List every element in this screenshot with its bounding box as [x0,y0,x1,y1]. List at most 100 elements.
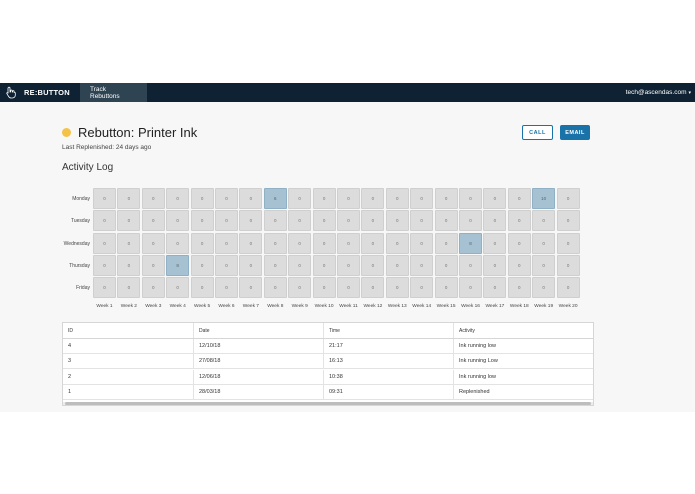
heatmap-cell[interactable]: 0 [556,188,580,209]
heatmap-cell[interactable]: 0 [263,254,287,276]
scrollbar-thumb[interactable] [65,402,591,405]
heatmap-cell[interactable]: 0 [263,277,287,299]
heatmap-cell[interactable]: 0 [288,188,312,209]
heatmap-cell[interactable]: 0 [556,277,580,299]
heatmap-cell[interactable]: 0 [434,254,458,276]
heatmap-cell[interactable]: 0 [410,254,434,276]
heatmap-cell[interactable]: 0 [93,254,116,276]
heatmap-cell[interactable]: 0 [190,188,214,209]
heatmap-cell[interactable]: 0 [117,210,141,232]
heatmap-cell[interactable]: 0 [337,254,360,276]
heatmap-cell[interactable]: 0 [337,188,360,209]
heatmap-cell[interactable]: 0 [483,254,507,276]
heatmap-cell[interactable]: 0 [434,232,458,254]
heatmap-cell[interactable]: 0 [459,254,482,276]
heatmap-cell[interactable]: 0 [385,188,409,209]
table-row[interactable]: 4 12/10/18 21:17 Ink running low [63,339,593,354]
heatmap-cell[interactable]: 0 [312,210,336,232]
call-button[interactable]: CALL [522,125,553,140]
heatmap-cell[interactable]: 0 [507,254,531,276]
heatmap-cell[interactable]: 0 [141,232,165,254]
heatmap-cell[interactable]: 0 [288,254,312,276]
heatmap-cell[interactable]: 0 [434,188,458,209]
heatmap-cell[interactable]: 0 [215,277,238,299]
heatmap-cell[interactable]: 0 [361,277,385,299]
heatmap-cell[interactable]: 0 [337,277,360,299]
heatmap-cell[interactable]: 0 [532,254,556,276]
heatmap-cell[interactable]: 0 [507,277,531,299]
heatmap-cell[interactable]: 0 [410,210,434,232]
heatmap-cell[interactable]: 0 [117,188,141,209]
heatmap-cell[interactable]: 0 [93,210,116,232]
heatmap-cell[interactable]: 0 [483,277,507,299]
table-row[interactable]: 3 27/08/18 16:13 Ink running Low [63,354,593,370]
heatmap-cell[interactable]: 0 [434,210,458,232]
heatmap-cell[interactable]: 0 [385,210,409,232]
heatmap-cell[interactable]: 10 [532,188,556,209]
heatmap-cell[interactable]: 0 [190,277,214,299]
horizontal-scrollbar[interactable] [63,402,593,405]
heatmap-cell[interactable]: 0 [288,232,312,254]
heatmap-cell[interactable]: 0 [361,254,385,276]
heatmap-cell[interactable]: 0 [312,277,336,299]
heatmap-cell[interactable]: 0 [483,188,507,209]
column-header-time[interactable]: Time [323,323,453,338]
heatmap-cell[interactable]: 0 [507,210,531,232]
heatmap-cell[interactable]: 0 [166,232,190,254]
heatmap-cell[interactable]: 0 [117,232,141,254]
heatmap-cell[interactable]: 0 [410,188,434,209]
column-header-activity[interactable]: Activity [453,323,593,338]
heatmap-cell[interactable]: 8 [166,254,190,276]
heatmap-cell[interactable]: 0 [361,188,385,209]
heatmap-cell[interactable]: 0 [312,188,336,209]
heatmap-cell[interactable]: 0 [532,277,556,299]
heatmap-cell[interactable]: 0 [410,232,434,254]
heatmap-cell[interactable]: 0 [459,277,482,299]
heatmap-cell[interactable]: 0 [410,277,434,299]
heatmap-cell[interactable]: 0 [215,254,238,276]
column-header-id[interactable]: ID [68,327,73,334]
heatmap-cell[interactable]: 6 [263,188,287,209]
heatmap-cell[interactable]: 0 [507,188,531,209]
heatmap-cell[interactable]: 0 [166,210,190,232]
heatmap-cell[interactable]: 0 [263,232,287,254]
heatmap-cell[interactable]: 0 [141,188,165,209]
heatmap-cell[interactable]: 0 [337,210,360,232]
heatmap-cell[interactable]: 0 [361,232,385,254]
heatmap-cell[interactable]: 0 [288,210,312,232]
heatmap-cell[interactable]: 0 [93,188,116,209]
heatmap-cell[interactable]: 0 [166,188,190,209]
heatmap-cell[interactable]: 0 [556,232,580,254]
heatmap-cell[interactable]: 0 [434,277,458,299]
heatmap-cell[interactable]: 0 [361,210,385,232]
heatmap-cell[interactable]: 0 [483,232,507,254]
table-row[interactable]: 2 12/06/18 10:38 Ink running low [63,369,593,385]
user-menu[interactable]: tech@ascendas.com ▾ [626,83,691,102]
heatmap-cell[interactable]: 0 [93,277,116,299]
column-header-date[interactable]: Date [193,323,323,338]
heatmap-cell[interactable]: 0 [93,232,116,254]
heatmap-cell[interactable]: 0 [190,254,214,276]
brand[interactable]: RE:BUTTON [0,83,80,102]
heatmap-cell[interactable]: 0 [190,232,214,254]
heatmap-cell[interactable]: 0 [166,277,190,299]
heatmap-cell[interactable]: 0 [117,254,141,276]
heatmap-cell[interactable]: 0 [312,254,336,276]
heatmap-cell[interactable]: 0 [532,210,556,232]
heatmap-cell[interactable]: 0 [312,232,336,254]
table-row[interactable]: 1 28/03/18 09:31 Replenished [63,384,593,400]
heatmap-cell[interactable]: 0 [532,232,556,254]
heatmap-cell[interactable]: 0 [385,232,409,254]
heatmap-cell[interactable]: 0 [215,188,238,209]
heatmap-cell[interactable]: 0 [190,210,214,232]
heatmap-cell[interactable]: 8 [459,232,482,254]
heatmap-cell[interactable]: 0 [215,232,238,254]
tab-track-rebuttons[interactable]: Track Rebuttons [80,83,147,102]
heatmap-cell[interactable]: 0 [239,210,263,232]
heatmap-cell[interactable]: 0 [556,254,580,276]
heatmap-cell[interactable]: 0 [483,210,507,232]
heatmap-cell[interactable]: 0 [385,254,409,276]
heatmap-cell[interactable]: 0 [459,188,482,209]
email-button[interactable]: EMAIL [560,125,590,140]
heatmap-cell[interactable]: 0 [507,232,531,254]
